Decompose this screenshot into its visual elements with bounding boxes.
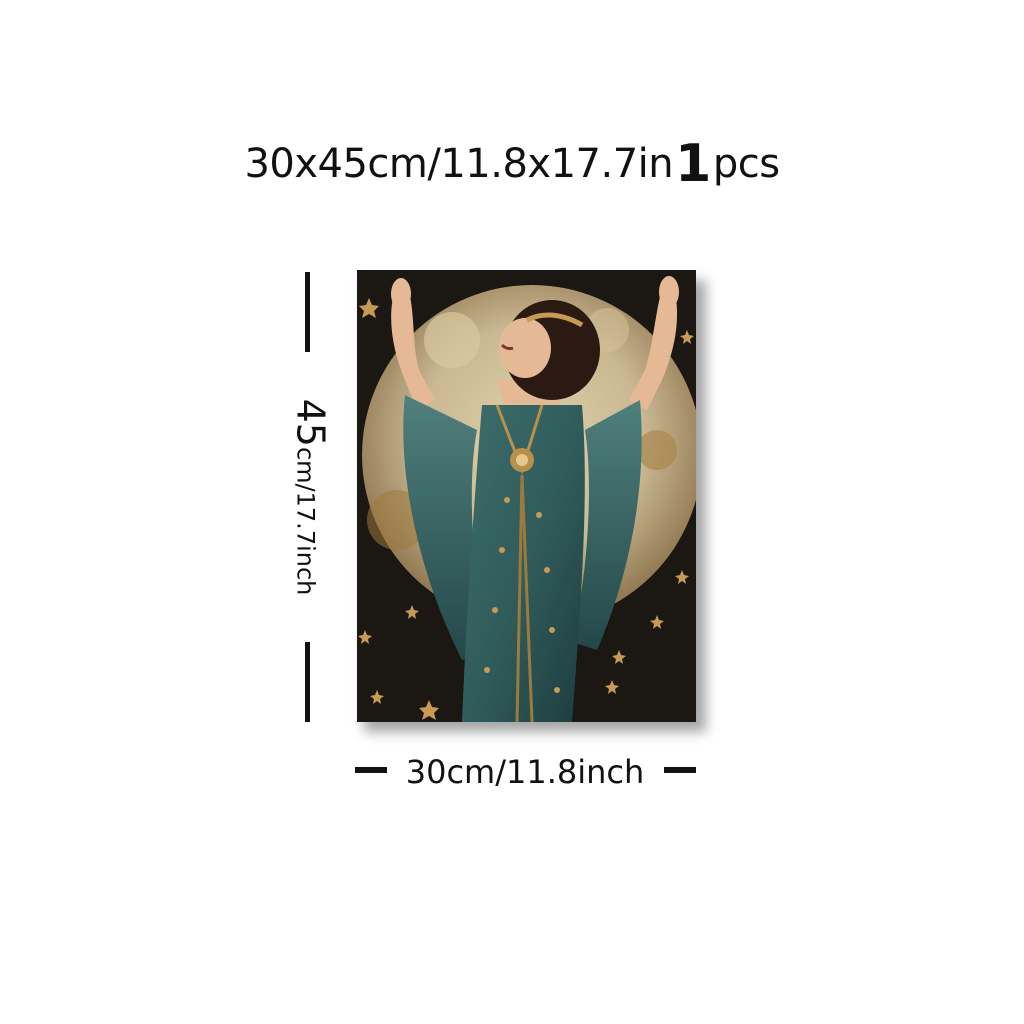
headband	[525, 312, 584, 328]
left-sleeve	[403, 395, 487, 660]
right-hand	[659, 276, 679, 308]
canvas-print-artwork	[357, 270, 696, 722]
gown-embroidery	[515, 474, 534, 722]
right-sleeve	[572, 400, 642, 650]
moon-crater	[424, 312, 480, 368]
sun-medallion	[637, 430, 677, 470]
size-text: 30x45cm/11.8x17.7in	[244, 141, 674, 187]
figure-woman	[391, 276, 679, 722]
gown-beads	[484, 497, 560, 693]
height-unit-text: cm/17.7inch	[291, 446, 320, 596]
height-dimension-line-bottom	[305, 642, 310, 722]
width-dimension-line-left	[355, 767, 387, 773]
left-hand	[391, 278, 411, 310]
quantity-unit: pcs	[712, 141, 780, 187]
quantity-number: 1	[675, 134, 711, 194]
left-arm	[391, 290, 435, 410]
gown-brooch-center	[516, 454, 528, 466]
star-field	[358, 298, 694, 720]
width-dimension-line-right	[664, 767, 696, 773]
height-dimension-line-top	[305, 272, 310, 352]
artwork-illustration	[357, 270, 696, 722]
right-arm	[629, 284, 678, 410]
face	[499, 318, 551, 378]
product-size-title: 30x45cm/11.8x17.7in1pcs	[0, 138, 1024, 190]
width-dimension-label: 30cm/11.8inch	[405, 753, 645, 791]
gown	[462, 405, 585, 722]
height-value: 45	[288, 398, 333, 447]
lips	[500, 343, 514, 351]
height-dimension-label: 45cm/17.7inch	[289, 399, 333, 596]
